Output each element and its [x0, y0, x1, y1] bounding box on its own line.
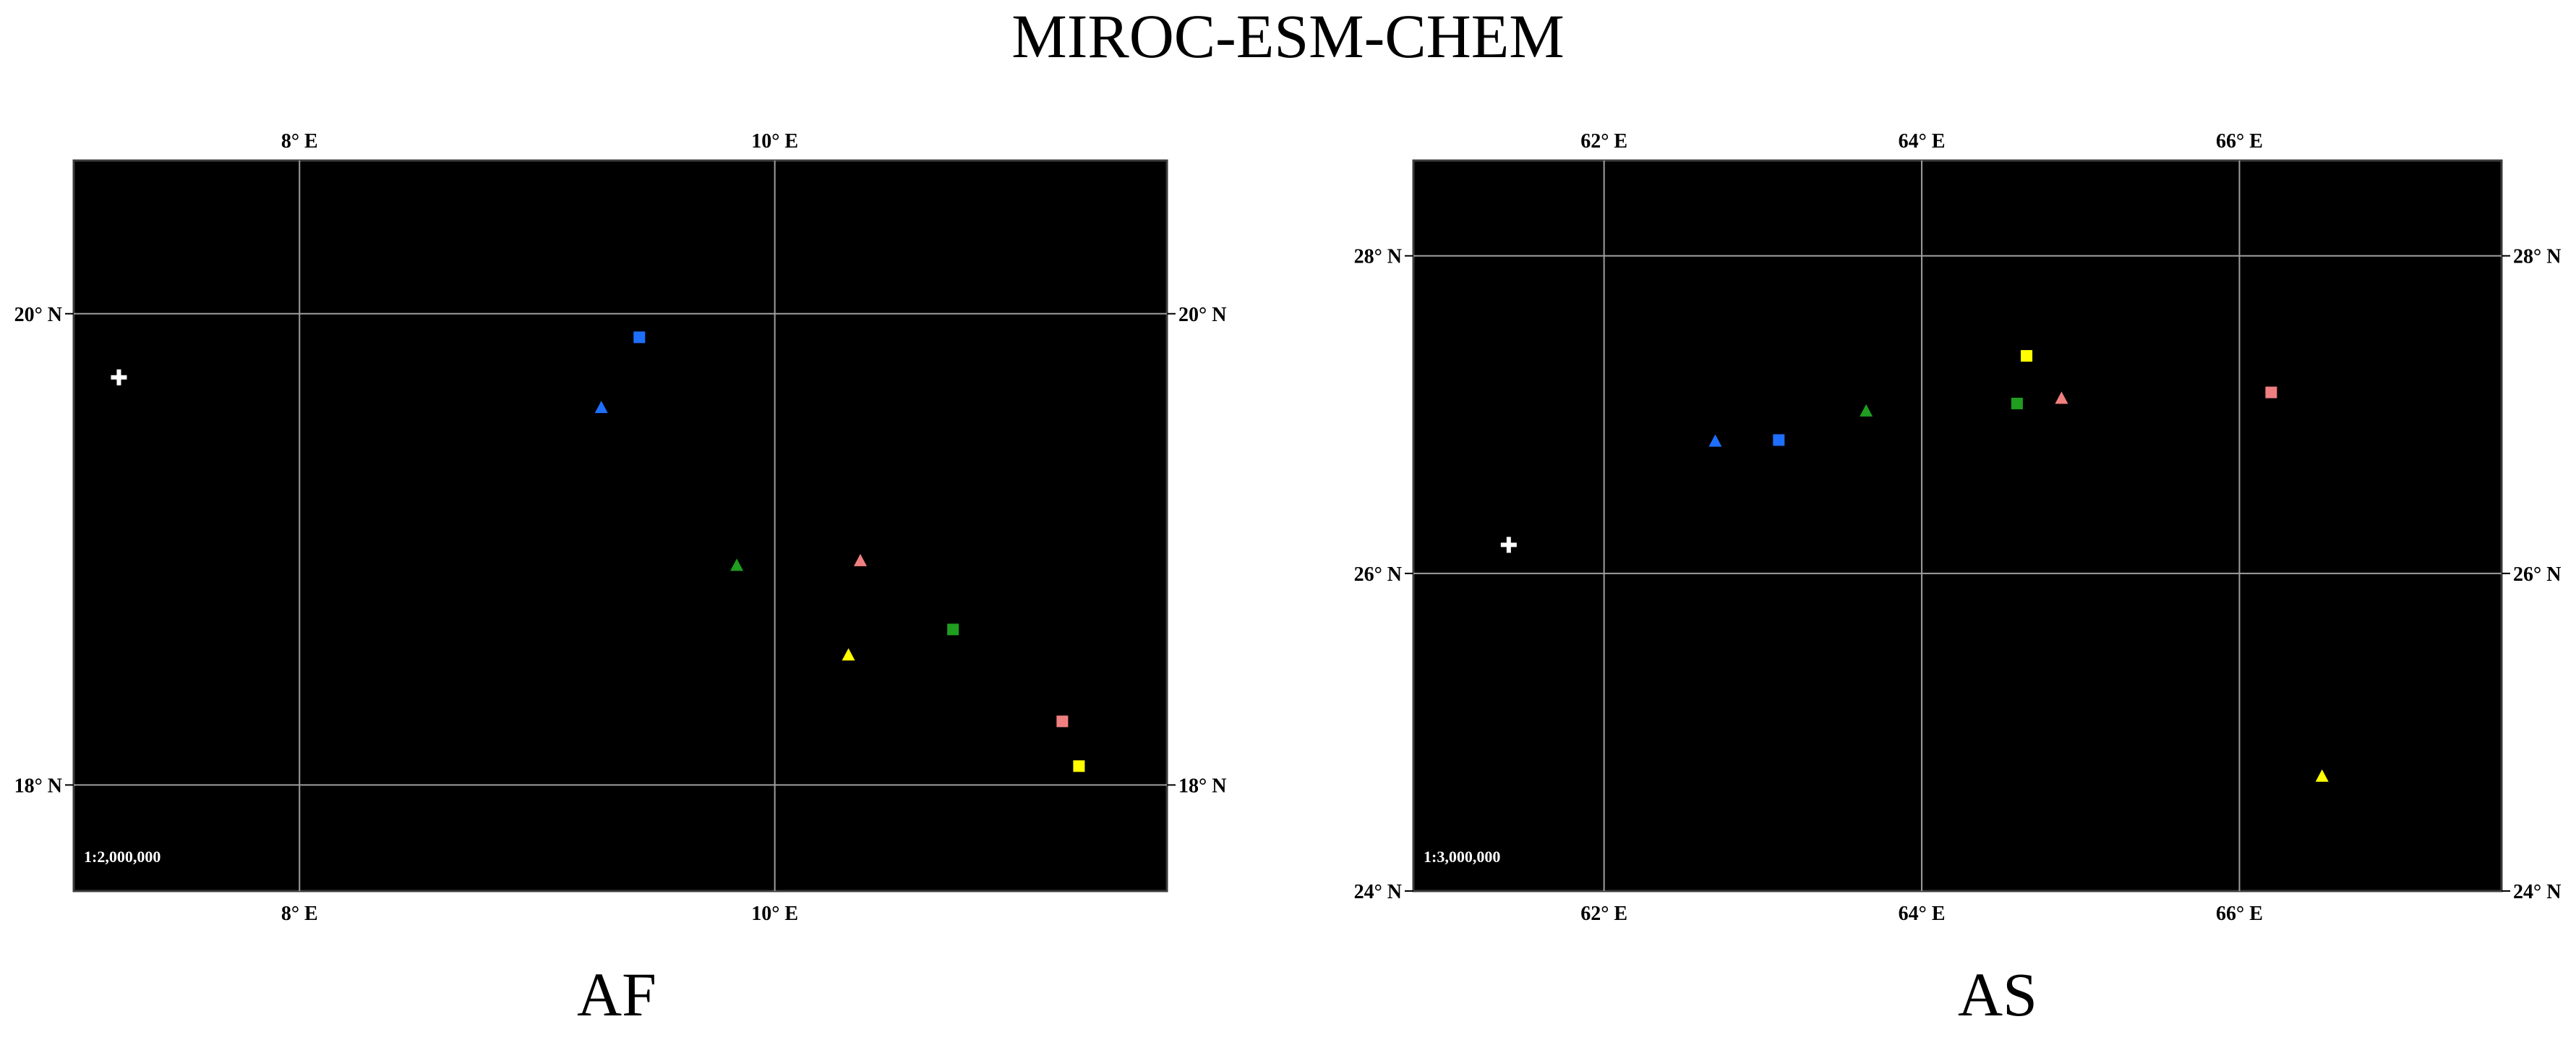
green-square-marker: [2011, 397, 2023, 409]
scale-text-as: 1:3,000,000: [1424, 848, 1500, 866]
lat-tick-label-left: 18° N: [14, 775, 62, 797]
lat-tick-label-right: 28° N: [2513, 246, 2561, 268]
blue-triangle-marker: [594, 401, 608, 414]
lat-tick-label-right: 18° N: [1178, 775, 1226, 797]
lon-tick-label-top: 10° E: [751, 130, 798, 153]
lon-tick-label-bottom: 66° E: [2216, 903, 2263, 925]
blue-square-marker: [633, 331, 646, 344]
lon-tick-label-bottom: 64° E: [1899, 903, 1946, 925]
map-frame-as: [1412, 159, 2503, 892]
pink-square-marker: [1056, 715, 1069, 728]
blue-triangle-marker: [1708, 434, 1722, 447]
lon-tick-label-top: 66° E: [2216, 130, 2263, 153]
lat-tick-label-left: 20° N: [14, 304, 62, 326]
green-square-marker: [947, 623, 959, 636]
pink-triangle-marker: [2055, 391, 2068, 404]
yellow-triangle-marker: [842, 648, 855, 661]
yellow-triangle-marker: [2315, 769, 2329, 782]
lon-tick-label-top: 8° E: [281, 130, 318, 153]
lon-tick-label-bottom: 10° E: [751, 903, 798, 925]
yellow-square-marker: [2021, 350, 2033, 362]
white-plus-marker: [1500, 537, 1517, 553]
lat-tick-label-right: 24° N: [2513, 881, 2561, 903]
lon-tick-label-top: 62° E: [1580, 130, 1627, 153]
lat-tick-label-left: 24° N: [1354, 881, 1402, 903]
lon-tick-label-top: 64° E: [1899, 130, 1946, 153]
lon-tick-label-bottom: 62° E: [1580, 903, 1627, 925]
blue-square-marker: [1773, 434, 1785, 446]
map-label-af: AF: [577, 960, 656, 1029]
map-label-as: AS: [1958, 960, 2037, 1029]
map-frame-af: [72, 159, 1168, 892]
figure-title: MIROC-ESM-CHEM: [1011, 1, 1565, 71]
green-triangle-marker: [1860, 404, 1873, 417]
pink-square-marker: [2265, 386, 2277, 398]
yellow-square-marker: [1073, 760, 1085, 772]
white-plus-marker: [111, 369, 127, 385]
lat-tick-label-left: 28° N: [1354, 246, 1402, 268]
scale-text-af: 1:2,000,000: [84, 848, 161, 866]
lat-tick-label-left: 26° N: [1354, 563, 1402, 586]
lat-tick-label-right: 26° N: [2513, 563, 2561, 586]
pink-triangle-marker: [853, 553, 867, 566]
lat-tick-label-right: 20° N: [1178, 304, 1226, 326]
lon-tick-label-bottom: 8° E: [281, 903, 318, 925]
green-triangle-marker: [730, 558, 744, 571]
